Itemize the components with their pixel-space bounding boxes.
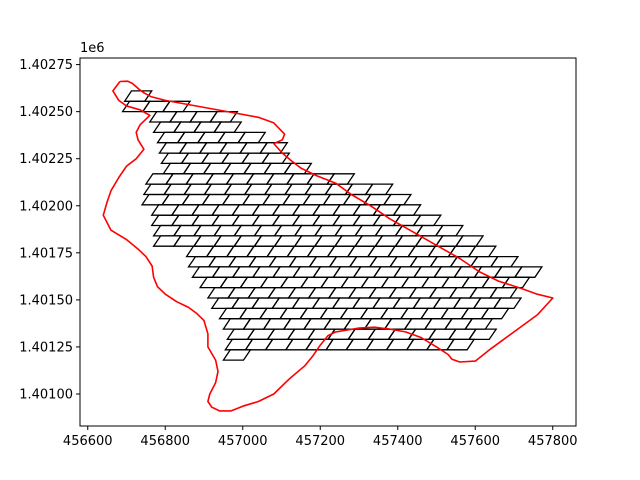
y-tick-label: 1.40250 (19, 105, 73, 120)
x-tick-label: 456800 (140, 434, 190, 449)
y-tick-label: 1.40275 (19, 58, 73, 73)
boundary-layer (102, 80, 554, 412)
plot-area (102, 80, 554, 412)
grid-cell (513, 266, 544, 278)
x-tick-label: 457400 (373, 434, 423, 449)
grid-cells (121, 90, 544, 361)
x-tick-label: 457000 (218, 434, 268, 449)
y-tick-label: 1.40125 (19, 340, 73, 355)
y-tick-label: 1.40225 (19, 152, 73, 167)
y-tick-label: 1.40150 (19, 293, 73, 308)
boundary-line (102, 80, 554, 412)
x-tick-label: 457800 (528, 434, 578, 449)
grid-cell (501, 276, 531, 289)
grid-cell (222, 349, 252, 361)
y-offset-label: 1e6 (80, 41, 105, 56)
y-tick-label: 1.40175 (19, 246, 73, 261)
y-tick-label: 1.40100 (19, 388, 73, 403)
grid-cell (445, 338, 476, 351)
axes-frame (79, 57, 577, 427)
y-axis: 1.40100 1.40125 1.40150 1.40175 1.40200 1.402… (19, 58, 80, 403)
x-tick-label: 457600 (450, 434, 500, 449)
grid-cell (467, 328, 498, 341)
grid-cell (480, 307, 510, 320)
y-tick-label: 1.40200 (19, 199, 73, 214)
x-tick-label: 457200 (295, 434, 345, 449)
grid-cell (492, 297, 523, 310)
x-axis: 456600 456800 457000 457200 457400 457600 4578… (63, 426, 578, 449)
x-tick-label: 456600 (63, 434, 113, 449)
